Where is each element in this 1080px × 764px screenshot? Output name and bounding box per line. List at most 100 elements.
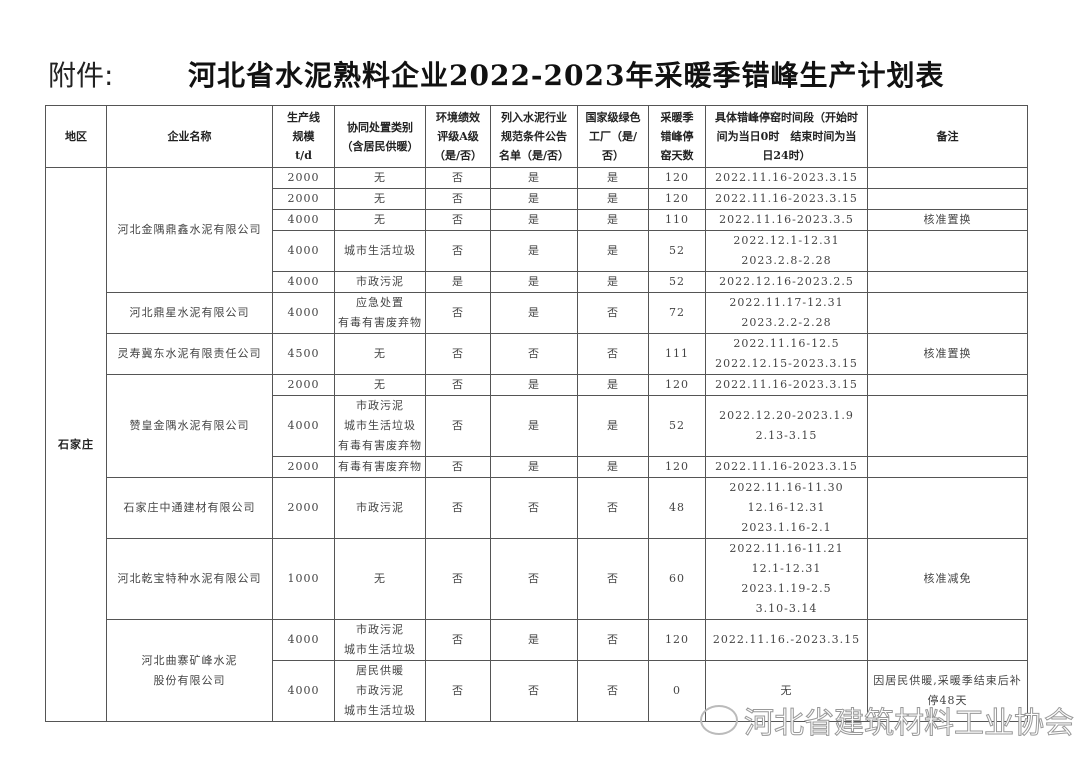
disposal-type: 无 <box>334 333 426 375</box>
table-row: 4000 城市生活垃圾否是是 52 2022.12.1-12.31 2023.2.8-2… <box>46 230 1028 272</box>
shutdown-period: 2022.12.1-12.31 2023.2.8-2.28 <box>705 230 868 272</box>
shutdown-days: 120 <box>648 188 706 210</box>
green-factory: 是 <box>577 230 649 272</box>
shutdown-period: 2022.11.16-2023.3.5 <box>705 209 868 231</box>
disposal-type: 居民供暖 市政污泥 城市生活垃圾 <box>334 660 426 722</box>
shutdown-period: 2022.12.20-2023.1.9 2.13-3.15 <box>705 395 868 457</box>
capacity: 1000 <box>272 538 335 620</box>
industry-list: 是 <box>490 230 578 272</box>
column-header: 备注 <box>867 105 1028 168</box>
green-factory: 否 <box>577 619 649 661</box>
wechat-icon <box>700 705 738 735</box>
disposal-type: 市政污泥 <box>334 271 426 293</box>
table-row: 4000 市政污泥 城市生活垃圾 有毒有害废弃物否是是 52 2022.12.20-202… <box>46 395 1028 457</box>
production-plan-table: 地区 企业名称 生产线规模t/d 协同处置类别（含居民供暖） 环境绩效评级A级（是/否）… <box>45 105 1028 722</box>
shutdown-period: 2022.11.16.-2023.3.15 <box>705 619 868 661</box>
company-name: 灵寿冀东水泥有限责任公司 <box>106 333 273 375</box>
shutdown-days: 52 <box>648 230 706 272</box>
green-factory: 是 <box>577 167 649 189</box>
capacity: 4000 <box>272 271 335 293</box>
company-name: 赞皇金隅水泥有限公司 <box>106 374 273 478</box>
env-rating-a: 否 <box>425 292 491 334</box>
watermark: 河北省建筑材料工业协会 <box>700 698 1075 742</box>
column-header: 协同处置类别（含居民供暖） <box>334 105 426 168</box>
capacity: 2000 <box>272 477 335 539</box>
disposal-type: 无 <box>334 538 426 620</box>
remark: 因居民供暖,采暖季结束后补停48天 <box>867 660 1028 722</box>
industry-list: 否 <box>490 538 578 620</box>
table-row: 石家庄中通建材有限公司 2000 市政污泥否否否 48 2022.11.16-11.30… <box>46 477 1028 539</box>
green-factory: 否 <box>577 538 649 620</box>
disposal-type: 无 <box>334 374 426 396</box>
remark: 核准置换 <box>867 333 1028 375</box>
green-factory: 是 <box>577 188 649 210</box>
table-row: 河北乾宝特种水泥有限公司 1000 无否否否 60 2022.11.16-11.21 12… <box>46 538 1028 620</box>
shutdown-period: 2022.11.16-11.21 12.1-12.31 2023.1.19-2.5 3… <box>705 538 868 620</box>
industry-list: 是 <box>490 167 578 189</box>
remark <box>867 167 1028 189</box>
env-rating-a: 否 <box>425 456 491 478</box>
shutdown-period: 2022.12.16-2023.2.5 <box>705 271 868 293</box>
industry-list: 否 <box>490 477 578 539</box>
capacity: 4000 <box>272 292 335 334</box>
column-header: 列入水泥行业规范条件公告名单（是/否） <box>490 105 578 168</box>
industry-list: 是 <box>490 188 578 210</box>
shutdown-days: 52 <box>648 271 706 293</box>
disposal-type: 应急处置 有毒有害废弃物 <box>334 292 426 334</box>
shutdown-period: 2022.11.16-2023.3.15 <box>705 456 868 478</box>
env-rating-a: 否 <box>425 188 491 210</box>
region-cell: 石家庄 <box>45 167 107 722</box>
shutdown-days: 48 <box>648 477 706 539</box>
green-factory: 是 <box>577 209 649 231</box>
capacity: 2000 <box>272 456 335 478</box>
capacity: 4500 <box>272 333 335 375</box>
shutdown-days: 60 <box>648 538 706 620</box>
env-rating-a: 否 <box>425 167 491 189</box>
column-header: 具体错峰停窑时间段（开始时间为当日0时 结束时间为当日24时） <box>705 105 868 168</box>
capacity: 4000 <box>272 209 335 231</box>
capacity: 4000 <box>272 395 335 457</box>
industry-list: 是 <box>490 395 578 457</box>
remark <box>867 271 1028 293</box>
shutdown-period: 2022.11.16-12.5 2022.12.15-2023.3.15 <box>705 333 868 375</box>
column-header: 环境绩效评级A级（是/否） <box>425 105 491 168</box>
company-name: 河北金隅鼎鑫水泥有限公司 <box>106 167 273 293</box>
disposal-type: 市政污泥 城市生活垃圾 <box>334 619 426 661</box>
table-row: 河北鼎星水泥有限公司 4000 应急处置 有毒有害废弃物否是否 72 2022.11.17… <box>46 292 1028 334</box>
table-row: 河北曲寨矿峰水泥 股份有限公司 4000 市政污泥 城市生活垃圾否是否 120 2022.… <box>46 619 1028 722</box>
shutdown-days: 120 <box>648 456 706 478</box>
shutdown-days: 72 <box>648 292 706 334</box>
industry-list: 是 <box>490 271 578 293</box>
column-header: 国家级绿色工厂（是/否） <box>577 105 649 168</box>
green-factory: 是 <box>577 271 649 293</box>
env-rating-a: 否 <box>425 395 491 457</box>
env-rating-a: 否 <box>425 538 491 620</box>
document-header: 附件: 河北省水泥熟料企业2022-2023年采暖季错峰生产计划表 <box>48 50 1048 100</box>
green-factory: 否 <box>577 660 649 722</box>
shutdown-period: 2022.11.17-12.31 2023.2.2-2.28 <box>705 292 868 334</box>
table-row: 灵寿冀东水泥有限责任公司 4500 无否否否 111 2022.11.16-12.5 20… <box>46 333 1028 375</box>
industry-list: 是 <box>490 619 578 661</box>
remark <box>867 395 1028 457</box>
shutdown-days: 0 <box>648 660 706 722</box>
shutdown-days: 111 <box>648 333 706 375</box>
shutdown-days: 120 <box>648 374 706 396</box>
disposal-type: 城市生活垃圾 <box>334 230 426 272</box>
shutdown-period: 2022.11.16-2023.3.15 <box>705 374 868 396</box>
table-row: 4000 无否是是 110 2022.11.16-2023.3.5 核准置换 <box>46 209 1028 231</box>
remark <box>867 374 1028 396</box>
env-rating-a: 否 <box>425 230 491 272</box>
capacity: 2000 <box>272 188 335 210</box>
disposal-type: 有毒有害废弃物 <box>334 456 426 478</box>
company-name: 河北鼎星水泥有限公司 <box>106 292 273 334</box>
industry-list: 是 <box>490 374 578 396</box>
env-rating-a: 是 <box>425 271 491 293</box>
green-factory: 是 <box>577 456 649 478</box>
table-header-row: 地区 企业名称 生产线规模t/d 协同处置类别（含居民供暖） 环境绩效评级A级（是/否）… <box>45 105 1028 168</box>
shutdown-period: 2022.11.16-11.30 12.16-12.31 2023.1.16-2.1 <box>705 477 868 539</box>
industry-list: 否 <box>490 333 578 375</box>
env-rating-a: 否 <box>425 660 491 722</box>
industry-list: 是 <box>490 292 578 334</box>
shutdown-period: 2022.11.16-2023.3.15 <box>705 188 868 210</box>
env-rating-a: 否 <box>425 374 491 396</box>
